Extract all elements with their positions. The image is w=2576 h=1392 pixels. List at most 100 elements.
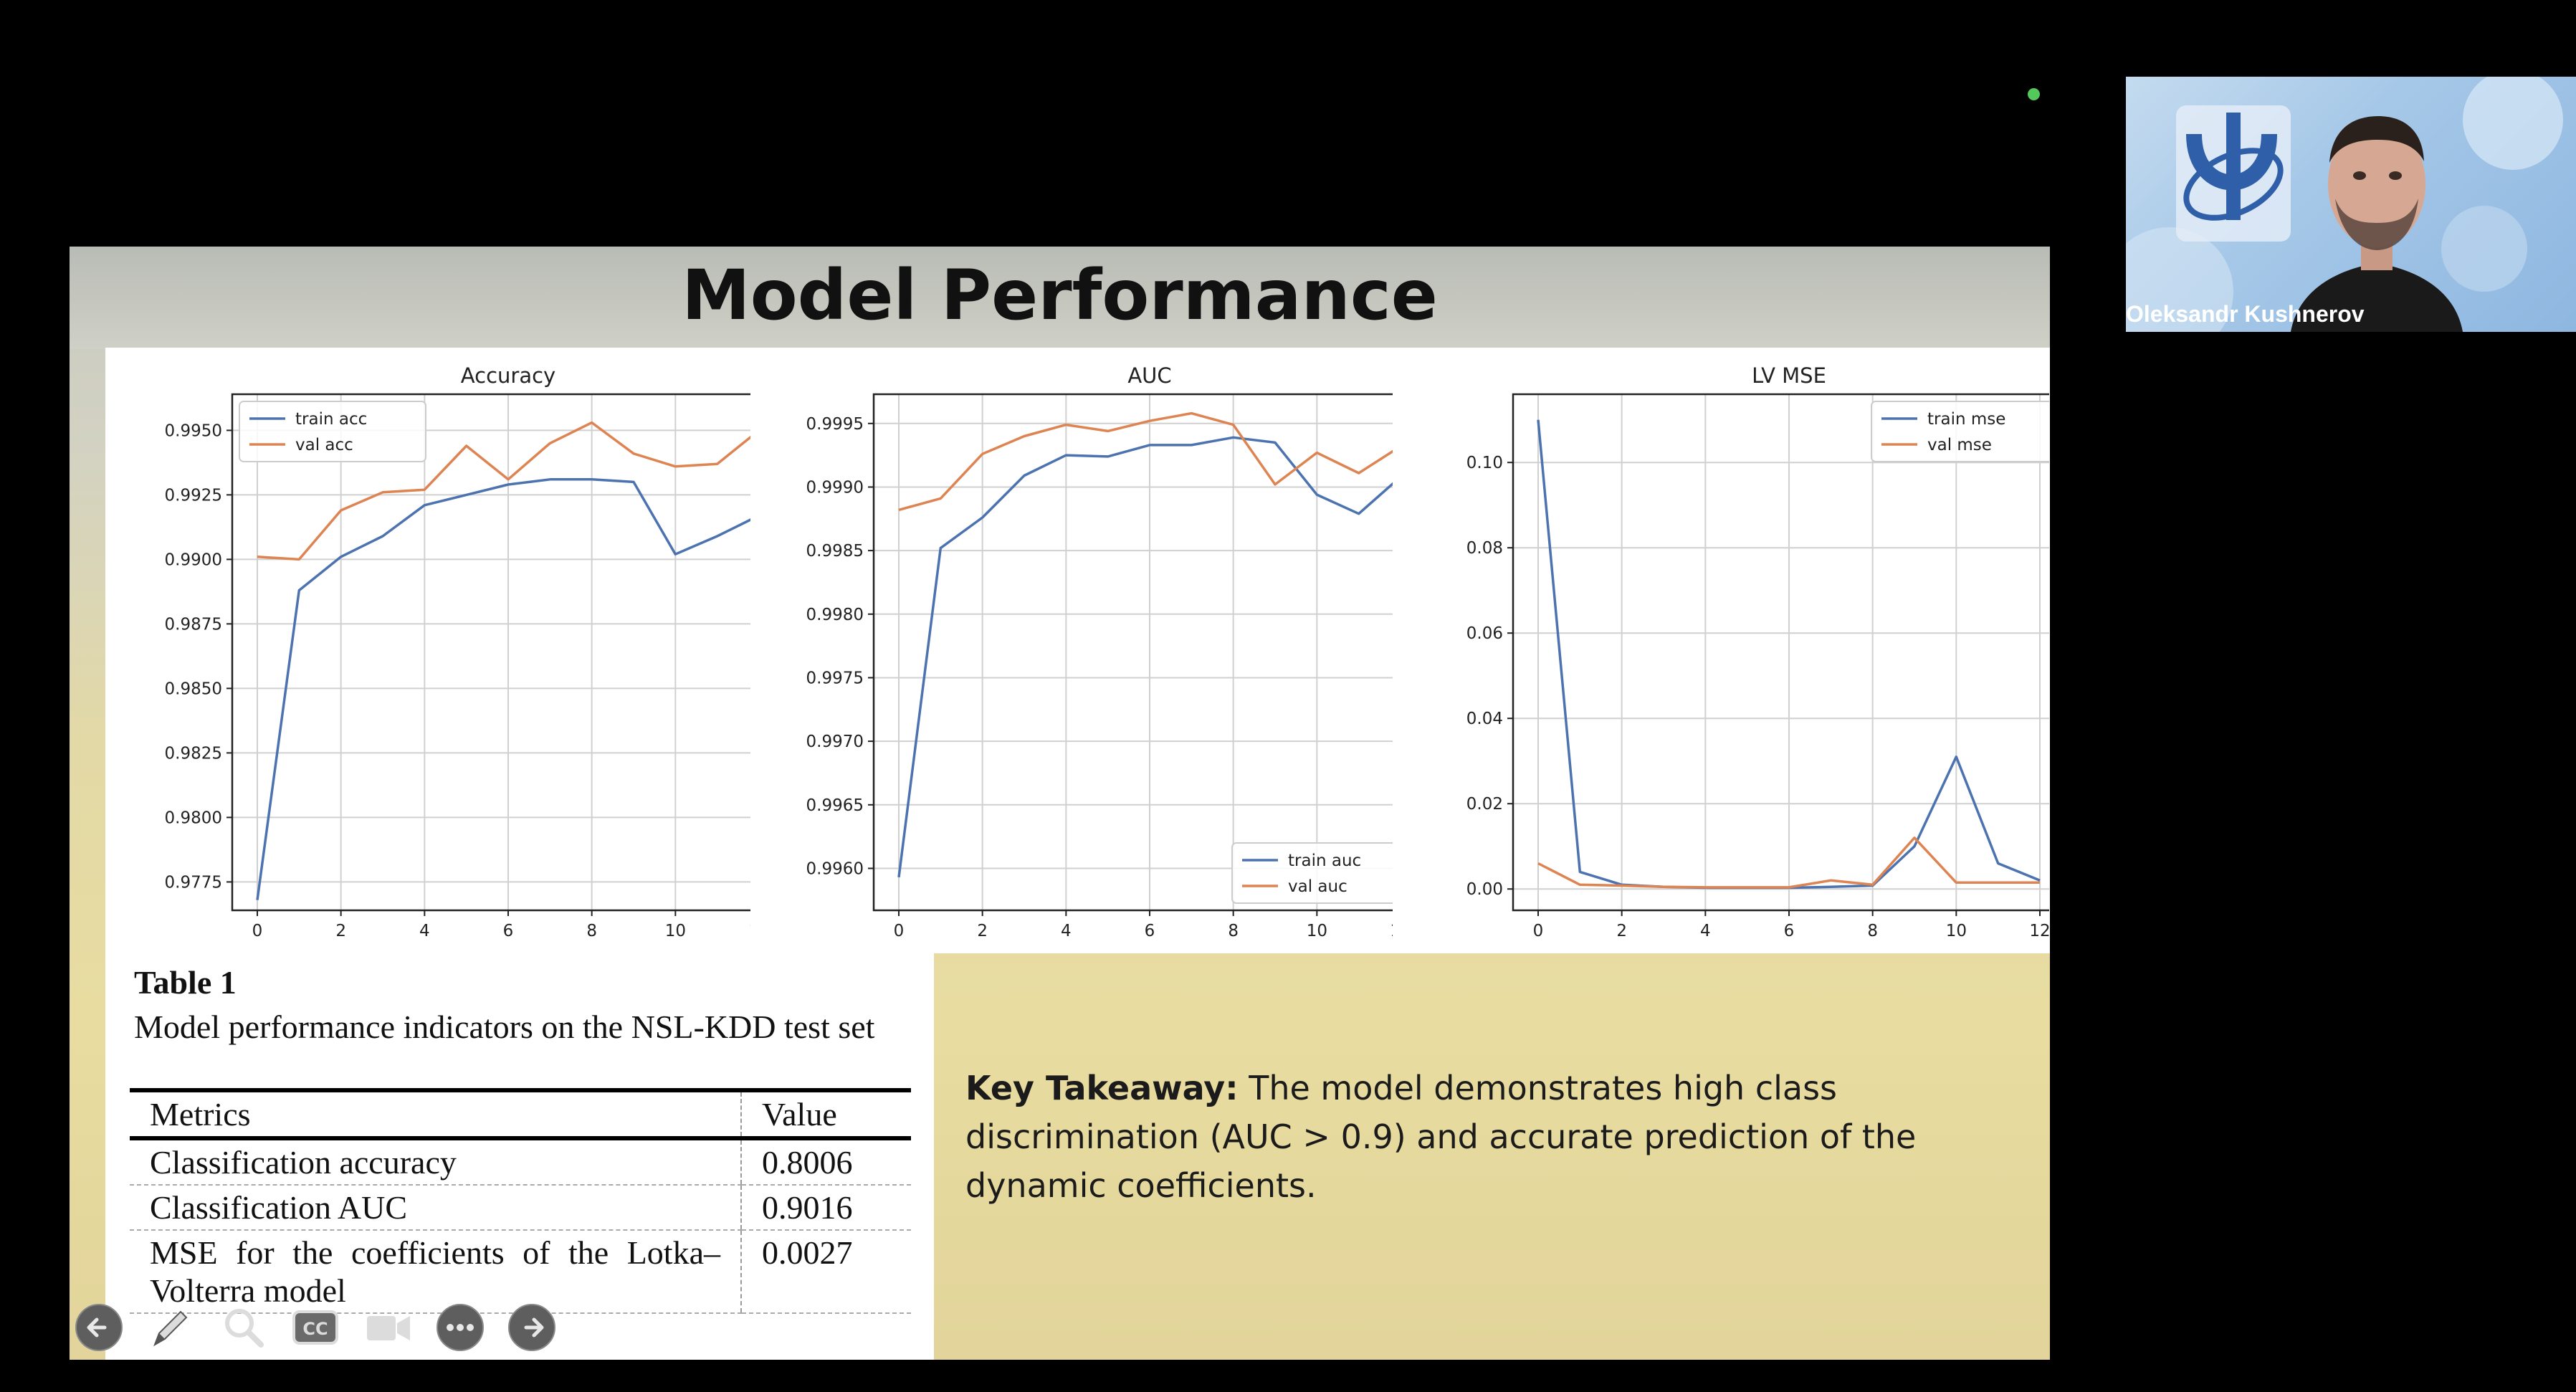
table-row: Classification accuracy 0.8006 (130, 1138, 911, 1186)
speaker-figure (2291, 116, 2463, 332)
series-line-train-auc (897, 436, 1393, 878)
chart-title: LV MSE (1752, 363, 1826, 388)
y-tick-label: 0.9950 (165, 421, 222, 440)
x-tick-label: 2 (977, 922, 988, 940)
legend-box (1871, 401, 2049, 462)
metric-cell: Classification AUC (130, 1185, 741, 1231)
y-tick-label: 0.10 (1466, 454, 1503, 472)
x-tick-label: 6 (1145, 922, 1155, 940)
y-tick-label: 0.9970 (806, 733, 864, 751)
y-tick-label: 0.9825 (165, 744, 222, 763)
x-tick-label: 6 (503, 922, 514, 940)
slide-title: Model Performance (682, 255, 1438, 335)
auc-chart: AUC 0 2 4 6 8 10 12 0.9960 0.9965 0.9970 0.9975 0.99… (806, 363, 1393, 940)
status-indicator-dot (2028, 88, 2040, 100)
participant-video-feed (2126, 77, 2563, 332)
series-line-val-auc (898, 411, 1393, 512)
legend-label: val acc (295, 436, 353, 454)
legend-box (1231, 842, 1393, 904)
x-tick-label: 12 (748, 922, 750, 940)
y-tick-label: 0.9965 (806, 796, 864, 815)
accuracy-chart: Accuracy 0 2 4 6 8 10 12 0.9775 0.9800 0.9825 0.985… (165, 363, 750, 940)
plot-frame (872, 393, 1393, 912)
captions-icon[interactable]: CC (290, 1302, 341, 1353)
key-takeaway: Key Takeaway: The model demonstrates hig… (965, 1064, 1983, 1210)
pen-icon[interactable] (145, 1302, 196, 1353)
series-line-val-mse (1537, 836, 2040, 889)
y-tick-label: 0.9900 (165, 550, 222, 569)
y-tick-label: 0.04 (1466, 710, 1503, 728)
y-tick-label: 0.9995 (806, 415, 864, 434)
header-value: Value (740, 1090, 911, 1138)
key-takeaway-label: Key Takeaway: (965, 1069, 1239, 1107)
x-tick-label: 8 (586, 922, 597, 940)
x-tick-label: 0 (894, 922, 905, 940)
x-tick-label: 4 (419, 922, 430, 940)
legend-label: val auc (1288, 877, 1347, 896)
svg-text:CC: CC (302, 1319, 328, 1339)
legend-box (239, 401, 426, 462)
legend-label: val mse (1927, 436, 1992, 454)
x-tick-label: 12 (1390, 922, 1393, 940)
x-tick-label: 8 (1228, 922, 1239, 940)
arrow-right-icon[interactable] (506, 1302, 558, 1353)
legend-label: train acc (295, 410, 367, 429)
y-tick-label: 0.9990 (806, 478, 864, 497)
table-row: Classification AUC 0.9016 (130, 1185, 911, 1231)
series-line-train-acc (256, 478, 750, 900)
y-tick-label: 0.00 (1466, 880, 1503, 899)
y-tick-label: 0.9985 (806, 542, 864, 561)
y-tick-label: 0.02 (1466, 795, 1503, 814)
x-tick-label: 10 (665, 922, 686, 940)
y-tick-label: 0.9800 (165, 809, 222, 827)
x-tick-label: 6 (1784, 922, 1795, 940)
y-tick-label: 0.08 (1466, 539, 1503, 558)
charts-panel: Accuracy 0 2 4 6 8 10 12 0.9775 0.9800 0.9825 0.985… (105, 348, 2050, 953)
series-line-val-acc (257, 421, 750, 561)
x-tick-label: 10 (1307, 922, 1327, 940)
table-label: Table 1 (134, 964, 237, 1001)
y-tick-label: 0.9875 (165, 615, 222, 634)
university-logo (2176, 105, 2291, 242)
table-row: MSE for the coefficients of the Lotka–Vo… (130, 1230, 911, 1314)
table-header-row: Metrics Value (130, 1090, 911, 1138)
key-takeaway-text: The model demonstrates high class discri… (965, 1069, 1917, 1205)
video-icon[interactable] (363, 1302, 414, 1353)
y-tick-label: 0.9960 (806, 859, 864, 878)
slide-header-band (70, 247, 2050, 349)
y-tick-label: 0.9850 (165, 680, 222, 698)
x-tick-label: 0 (252, 922, 263, 940)
x-tick-label: 8 (1867, 922, 1878, 940)
participant-name-label: Oleksandr Kushnerov (2126, 301, 2365, 327)
x-tick-label: 0 (1533, 922, 1544, 940)
lv-mse-chart: LV MSE 0 2 4 6 8 10 12 0.00 0.02 0.04 0.06 0.08 0.10 t… (1466, 363, 2049, 940)
x-tick-label: 12 (2029, 922, 2049, 940)
metric-cell: MSE for the coefficients of the Lotka–Vo… (130, 1230, 741, 1314)
metric-cell: Classification accuracy (130, 1138, 741, 1186)
legend-label: train auc (1288, 852, 1361, 870)
y-tick-label: 0.9975 (806, 669, 864, 687)
header-metrics: Metrics (150, 1096, 251, 1133)
legend-label: train mse (1927, 410, 2005, 429)
magnifier-icon[interactable] (218, 1302, 269, 1353)
chart-title: AUC (1127, 363, 1171, 388)
x-tick-label: 4 (1061, 922, 1072, 940)
more-icon[interactable] (434, 1302, 486, 1353)
plot-frame (1512, 393, 2049, 912)
y-tick-label: 0.9925 (165, 486, 222, 505)
presentation-toolbar: CC (30, 1295, 575, 1360)
plot-frame (231, 393, 750, 912)
y-tick-label: 0.9775 (165, 873, 222, 892)
value-cell: 0.9016 (740, 1185, 911, 1231)
arrow-left-icon[interactable] (73, 1302, 125, 1353)
y-tick-label: 0.06 (1466, 624, 1503, 643)
chart-title: Accuracy (461, 363, 555, 388)
presentation-slide: Model Performance Accuracy 0 2 4 6 8 10 12 0.977… (70, 247, 2050, 1360)
participant-video-tile[interactable] (2126, 77, 2576, 332)
value-cell: 0.8006 (740, 1138, 911, 1186)
x-tick-label: 4 (1700, 922, 1711, 940)
x-tick-label: 10 (1946, 922, 1967, 940)
value-cell: 0.0027 (740, 1230, 911, 1314)
x-tick-label: 2 (335, 922, 346, 940)
table-caption: Model performance indicators on the NSL-… (134, 1009, 875, 1045)
